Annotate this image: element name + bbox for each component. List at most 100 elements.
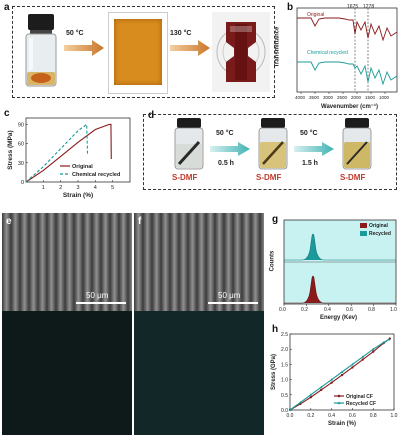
eds-legend-original: Original [369, 223, 388, 229]
x-tick-label: 0.4 [328, 413, 335, 419]
y-tick-label: 2.0 [281, 347, 288, 353]
arrow-d2 [294, 142, 334, 156]
x-axis-label: Strain (%) [63, 192, 93, 199]
panel-f-letter: f [138, 216, 142, 227]
panel-d-frame [143, 114, 397, 190]
panel-c-letter: c [4, 108, 10, 119]
ftir-peak-1675: 1675 [347, 4, 359, 10]
panel-d-temp1: 50 °C [216, 130, 234, 137]
data-point [319, 385, 323, 389]
x-tick-label: 4 [94, 185, 97, 191]
y-tick-label: 90 [18, 122, 24, 128]
data-point [361, 355, 365, 358]
plot-frame [289, 333, 395, 411]
ftir-tick-2000: 2000 [351, 95, 362, 100]
data-point [320, 388, 323, 392]
arrow-1 [64, 40, 104, 56]
data-point [382, 341, 385, 344]
x-tick-label: 0.8 [370, 413, 377, 419]
panel-a-temp1: 50 °C [66, 30, 84, 37]
ftir-tick-3500: 3500 [309, 95, 320, 100]
eds-legend-recycled: Recycled [369, 231, 391, 237]
data-point [330, 378, 333, 381]
arrow-d1 [210, 142, 250, 156]
ftir-xlabel: Wavenumber (cm⁻¹) [321, 104, 378, 110]
panel-d-letter: d [148, 110, 155, 121]
data-point [371, 347, 375, 351]
sem-image-f: 50 μm [134, 213, 264, 435]
panel-d-label3: S-DMF [340, 173, 366, 182]
legend-marker [337, 401, 341, 405]
panel-b-letter: b [287, 2, 294, 13]
stress-strain-chart-c: 1 2 3 4 5 0 30 60 90 Strain (%) Stress (MPa) Origin… [4, 108, 136, 212]
x-tick-label: 3 [76, 185, 79, 191]
eds-tick-5: 1.0 [390, 307, 397, 313]
data-point [288, 408, 292, 411]
panel-a-letter: a [4, 2, 10, 13]
scalebar-e: 50 μm [86, 291, 109, 300]
eds-tick-4: 0.8 [368, 307, 375, 313]
ftir-tick-3000: 3000 [323, 95, 334, 100]
ftir-peak-1278: 1278 [363, 4, 375, 10]
legend-marker [337, 394, 341, 398]
eds-chart: Original Recycled Counts 0.0 0.2 0.4 0.6… [268, 214, 400, 326]
x-tick-label: 0.6 [349, 413, 356, 419]
data-point [351, 362, 354, 366]
x-tick-label: 0.2 [307, 413, 314, 419]
eds-tick-0: 0.0 [279, 307, 286, 313]
eds-ylabel: Counts [269, 250, 276, 272]
data-point [340, 370, 344, 373]
panel-h-letter: h [272, 324, 279, 335]
composite-specimen-image [212, 12, 270, 92]
panel-d-time1: 0.5 h [218, 160, 234, 167]
panel-d-time2: 1.5 h [302, 160, 318, 167]
y-tick-label: 0.5 [281, 393, 288, 399]
legend-label: Recycled CF [346, 401, 376, 407]
vial-image [22, 14, 60, 88]
eds-xlabel: Energy (Kev) [320, 315, 358, 321]
eds-tick-3: 0.6 [346, 307, 353, 313]
eds-tick-2: 0.4 [324, 307, 331, 313]
sem-image-e: 50 μm [2, 213, 132, 435]
y-tick-label: 1.5 [281, 362, 288, 368]
data-point [351, 366, 354, 369]
film-image [108, 12, 168, 94]
data-point [330, 381, 333, 384]
ftir-tick-4000: 4000 [295, 95, 306, 100]
y-tick-label: 2.5 [281, 332, 288, 338]
vial-d2 [256, 118, 290, 170]
ftir-tick-1500: 1500 [365, 95, 376, 100]
legend-label: Original [72, 164, 93, 170]
data-point [309, 393, 313, 396]
y-tick-label: 60 [18, 142, 24, 148]
panel-a-temp2: 130 °C [170, 30, 192, 37]
panel-d-temp2: 50 °C [300, 130, 318, 137]
legend-label: Chemical recycled [72, 172, 120, 178]
panel-e-letter: e [6, 216, 12, 227]
legend-label: Original CF [346, 394, 373, 400]
data-point [299, 400, 302, 404]
scalebar-f: 50 μm [218, 291, 241, 300]
x-tick-label: 2 [59, 185, 62, 191]
data-point [372, 350, 375, 353]
series-line-2 [25, 123, 89, 183]
x-tick-label: 0.0 [287, 413, 294, 419]
y-tick-label: 30 [18, 161, 24, 167]
ftir-legend-recycled: Chemical recycled [307, 50, 348, 56]
panel-a-frame [12, 6, 275, 98]
arrow-2 [170, 40, 210, 56]
data-point [340, 373, 344, 377]
data-point [361, 358, 364, 361]
data-point [309, 396, 312, 399]
panel-d-label1: S-DMF [172, 173, 198, 182]
y-tick-label: 0 [21, 180, 24, 186]
x-axis-label: Strain (%) [328, 421, 356, 427]
y-tick-label: 1.0 [281, 378, 288, 384]
vial-d3 [340, 118, 374, 170]
ftir-tick-1000: 1000 [379, 95, 390, 100]
y-axis-label: Stress (GPa) [271, 354, 277, 390]
panel-d-label2: S-DMF [256, 173, 282, 182]
x-tick-label: 5 [111, 185, 114, 191]
ftir-ylabel: Transmittance [274, 26, 281, 68]
stress-strain-chart-h: 0.0 0.2 0.4 0.6 0.8 1.0 0.0 0.5 1.0 1.5 2.0 2.5 Stra… [268, 326, 400, 434]
